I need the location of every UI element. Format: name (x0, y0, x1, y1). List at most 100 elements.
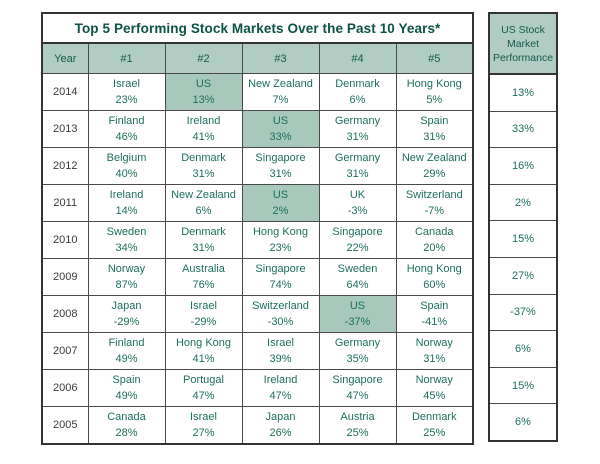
top5-markets-table: Top 5 Performing Stock Markets Over the … (41, 12, 475, 445)
return-value: 45% (423, 390, 446, 402)
us-performance-row: 6% (488, 403, 558, 442)
country-name: Ireland (186, 115, 221, 127)
country-name: Australia (182, 263, 225, 275)
us-performance-cell: 6% (488, 330, 558, 368)
return-value: 6% (195, 205, 212, 217)
return-value: 25% (423, 427, 446, 439)
year-cell: 2011 (41, 184, 89, 222)
year-cell: 2012 (41, 147, 89, 185)
column-header-rank5: #5 (395, 42, 474, 74)
country-name: Denmark (411, 411, 457, 423)
us-performance-row: 16% (488, 147, 558, 185)
return-value: 14% (115, 205, 138, 217)
return-value: 47% (346, 390, 369, 402)
market-cell: Israel 23% (87, 73, 166, 111)
return-value: 64% (346, 279, 369, 291)
table-row: 2010 Sweden 34% Denmark 31% Hong Kong 23% Singa… (41, 221, 474, 259)
country-name: US (195, 78, 212, 90)
return-value: 7% (272, 94, 289, 106)
us-highlighted-market-cell: US -37% (318, 295, 397, 333)
country-name: New Zealand (248, 78, 313, 90)
market-cell: Denmark 31% (164, 147, 243, 185)
market-cell: Norway 87% (87, 258, 166, 296)
return-value: 34% (115, 242, 138, 254)
country-name: Ireland (263, 374, 298, 386)
market-cell: Singapore 22% (318, 221, 397, 259)
market-cell: Denmark 6% (318, 73, 397, 111)
return-value: 49% (115, 390, 138, 402)
column-header-rank2: #2 (164, 42, 243, 74)
country-name: Finland (108, 337, 145, 349)
return-value: 74% (269, 279, 292, 291)
us-performance-row: 2% (488, 183, 558, 222)
return-value: -29% (113, 316, 140, 328)
country-name: Hong Kong (252, 226, 309, 238)
return-value: 33% (269, 131, 292, 143)
return-value: 49% (115, 353, 138, 365)
market-cell: Spain -41% (395, 295, 474, 333)
country-name: Spain (420, 115, 449, 127)
country-name: Finland (108, 115, 145, 127)
us-highlighted-market-cell: US 13% (164, 73, 243, 111)
country-name: US (272, 115, 289, 127)
market-cell: Japan -29% (87, 295, 166, 333)
country-name: Germany (334, 337, 381, 349)
return-value: 31% (346, 168, 369, 180)
country-name: Israel (113, 78, 140, 90)
return-value: -7% (424, 205, 445, 217)
column-header-rank4: #4 (318, 42, 397, 74)
market-cell: Hong Kong 5% (395, 73, 474, 111)
country-name: Israel (190, 411, 217, 423)
market-cell: Israel 27% (164, 406, 243, 445)
return-value: 40% (115, 168, 138, 180)
return-value: -37% (344, 316, 371, 328)
market-cell: New Zealand 6% (164, 184, 243, 222)
country-name: Spain (112, 374, 141, 386)
return-value: 39% (269, 353, 292, 365)
market-cell: Singapore 74% (241, 258, 320, 296)
market-cell: Israel -29% (164, 295, 243, 333)
us-performance-row: 13% (488, 73, 558, 112)
return-value: 31% (192, 242, 215, 254)
country-name: Singapore (332, 226, 383, 238)
table-row: 2007 Finland 49% Hong Kong 41% Israel 39% Germa… (41, 332, 474, 370)
market-cell: Austria 25% (318, 406, 397, 445)
return-value: 76% (192, 279, 215, 291)
us-performance-row: -37% (488, 293, 558, 332)
country-name: Switzerland (405, 189, 463, 201)
country-name: Japan (265, 411, 296, 423)
us-performance-cell: -37% (488, 293, 558, 332)
return-value: 31% (423, 353, 446, 365)
country-name: Sweden (106, 226, 147, 238)
us-highlighted-market-cell: US 33% (241, 110, 320, 148)
market-cell: Portugal 47% (164, 369, 243, 407)
return-value: 5% (426, 94, 443, 106)
column-header-rank1: #1 (87, 42, 166, 74)
country-name: Norway (415, 374, 453, 386)
column-header-rank3: #3 (241, 42, 320, 74)
year-cell: 2006 (41, 369, 89, 407)
market-cell: Germany 35% (318, 332, 397, 370)
column-header-year: Year (41, 42, 89, 74)
market-cell: Spain 49% (87, 369, 166, 407)
table-title: Top 5 Performing Stock Markets Over the … (41, 12, 474, 44)
market-cell: Germany 31% (318, 110, 397, 148)
year-cell: 2010 (41, 221, 89, 259)
us-performance-row: 27% (488, 256, 558, 295)
table-row: 2011 Ireland 14% New Zealand 6% US 2% UK -3% Swit… (41, 184, 474, 222)
us-performance-row: 15% (488, 220, 558, 258)
country-name: Spain (420, 300, 449, 312)
country-name: Norway (415, 337, 453, 349)
country-name: Austria (340, 411, 375, 423)
year-cell: 2007 (41, 332, 89, 370)
market-cell: Hong Kong 23% (241, 221, 320, 259)
return-value: 23% (269, 242, 292, 254)
country-name: Belgium (106, 152, 147, 164)
country-name: New Zealand (171, 189, 236, 201)
country-name: Singapore (332, 374, 383, 386)
year-cell: 2005 (41, 406, 89, 445)
return-value: 35% (346, 353, 369, 365)
country-name: Portugal (183, 374, 224, 386)
return-value: 60% (423, 279, 446, 291)
